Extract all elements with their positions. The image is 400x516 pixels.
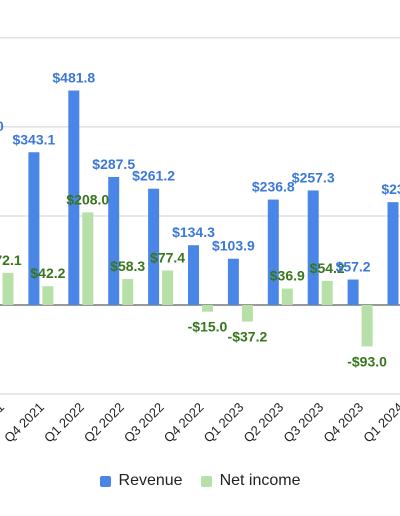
revenue-bar: [28, 152, 40, 305]
revenue-bar: [227, 258, 239, 305]
net-income-data-label: -$15.0: [188, 319, 228, 335]
net-income-data-label: $42.2: [30, 265, 65, 281]
revenue-bar: [188, 245, 199, 305]
revenue-data-label: $57.2: [336, 259, 371, 275]
revenue-bar: [108, 177, 120, 305]
legend: Revenue Net income: [0, 470, 400, 492]
revenue-data-label: $134.3: [172, 224, 215, 240]
net-income-bar: [241, 305, 253, 322]
revenue-data-label: $343.1: [12, 131, 55, 147]
x-tick-label: Q4 2021: [1, 400, 47, 446]
revenue-data-label: $261.2: [132, 168, 175, 184]
x-tick-label: Q4 2022: [161, 400, 207, 446]
revenue-data-label: 3.0: [0, 118, 4, 134]
revenue-data-label: $481.8: [52, 70, 95, 86]
revenue-bar: [148, 188, 160, 305]
net-income-data-label: -$93.0: [347, 353, 387, 369]
net-income-bar: [281, 288, 293, 305]
revenue-bar: [307, 190, 319, 305]
x-tick-label: Q3 2022: [121, 400, 167, 446]
legend-label-net-income: Net income: [219, 472, 301, 489]
net-income-bar: [361, 305, 373, 347]
x-tick-label: Q2 2022: [81, 400, 127, 446]
net-income-bar: [202, 305, 213, 312]
revenue-data-label: $103.9: [212, 238, 255, 254]
legend-item-net-income: Net income: [200, 472, 301, 490]
x-tick-label: Q1 2023: [201, 400, 247, 446]
revenue-bar: [347, 279, 359, 305]
revenue-data-label: $257.3: [292, 169, 335, 185]
bars: [2, 90, 399, 347]
net-income-data-label: $58.3: [110, 258, 145, 274]
legend-swatch-net-income: [200, 475, 212, 487]
net-income-bar: [162, 270, 174, 305]
net-income-bar: [82, 212, 94, 305]
revenue-data-label: $287.5: [92, 156, 135, 172]
net-income-data-label: $77.4: [150, 250, 185, 266]
net-income-data-label: -$37.2: [228, 329, 268, 345]
x-tick-label: Q2 2023: [241, 400, 287, 446]
revenue-data-label: $236.8: [252, 179, 295, 195]
net-income-bar: [321, 280, 333, 305]
revenue-bar: [68, 90, 80, 305]
net-income-bar: [42, 286, 54, 305]
net-income-data-label: $208.0: [66, 191, 109, 207]
net-income-data-label: 72.1: [0, 252, 22, 268]
net-income-bar: [2, 272, 14, 305]
gridlines: [0, 37, 400, 395]
legend-item-revenue: Revenue: [99, 472, 183, 490]
revenue-bar: [267, 199, 279, 305]
bar-labels: 3.0 72.1 $343.1 $42.2 $481.8 $208.0 $287.5 $58.…: [0, 70, 400, 370]
legend-swatch-revenue: [99, 475, 111, 487]
x-tick-label: Q4 2023: [320, 400, 366, 446]
net-income-data-label: $36.9: [270, 268, 305, 284]
x-tick-label: Q1 2022: [41, 400, 87, 446]
revenue-data-label: $23: [381, 181, 400, 197]
x-tick-label: Q1 2024: [360, 400, 400, 446]
legend-label-revenue: Revenue: [118, 472, 183, 489]
x-tick-label: Q3 2023: [280, 400, 326, 446]
net-income-data-label: $54.2: [310, 260, 345, 276]
revenue-bar: [387, 202, 399, 305]
net-income-bar: [122, 279, 134, 305]
